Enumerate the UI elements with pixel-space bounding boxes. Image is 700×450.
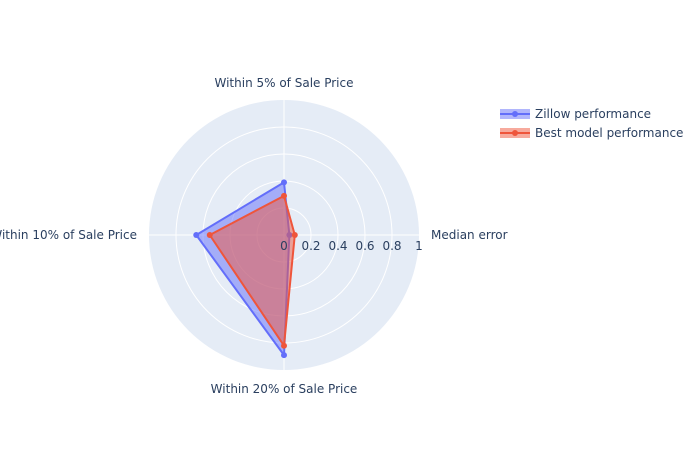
series-point <box>193 232 200 238</box>
radial-tick-label: 0.6 <box>355 239 374 253</box>
legend: Zillow performance Best model performance <box>500 107 683 140</box>
radial-tick-label: 0.4 <box>328 239 347 253</box>
series-layer <box>193 179 298 359</box>
radial-tick-label: 1 <box>415 239 423 253</box>
series-point <box>281 179 287 186</box>
legend-label: Best model performance <box>535 126 683 140</box>
axis-label: Median error <box>431 228 508 242</box>
series-point <box>281 352 287 359</box>
radial-tick-labels: 0 0.2 0.4 0.6 0.8 1 <box>280 239 423 253</box>
angular-axis-labels: Median error Within 5% of Sale Price Withi… <box>0 76 508 396</box>
series-point <box>281 342 287 349</box>
series-1 <box>206 192 298 349</box>
radial-tick-label: 0 <box>280 239 288 253</box>
series-point <box>291 232 298 238</box>
axis-label: Within 5% of Sale Price <box>214 76 353 90</box>
legend-swatch-marker <box>512 111 518 117</box>
axis-label: Within 10% of Sale Price <box>0 228 137 242</box>
legend-swatch-marker <box>512 130 518 136</box>
legend-label: Zillow performance <box>535 107 651 121</box>
series-area <box>209 195 295 346</box>
series-point <box>206 232 213 238</box>
series-point <box>281 192 287 199</box>
legend-item: Zillow performance <box>500 107 651 121</box>
axis-label: Within 20% of Sale Price <box>211 382 358 396</box>
legend-item: Best model performance <box>500 126 683 140</box>
radial-tick-label: 0.2 <box>301 239 320 253</box>
radial-tick-label: 0.8 <box>382 239 401 253</box>
